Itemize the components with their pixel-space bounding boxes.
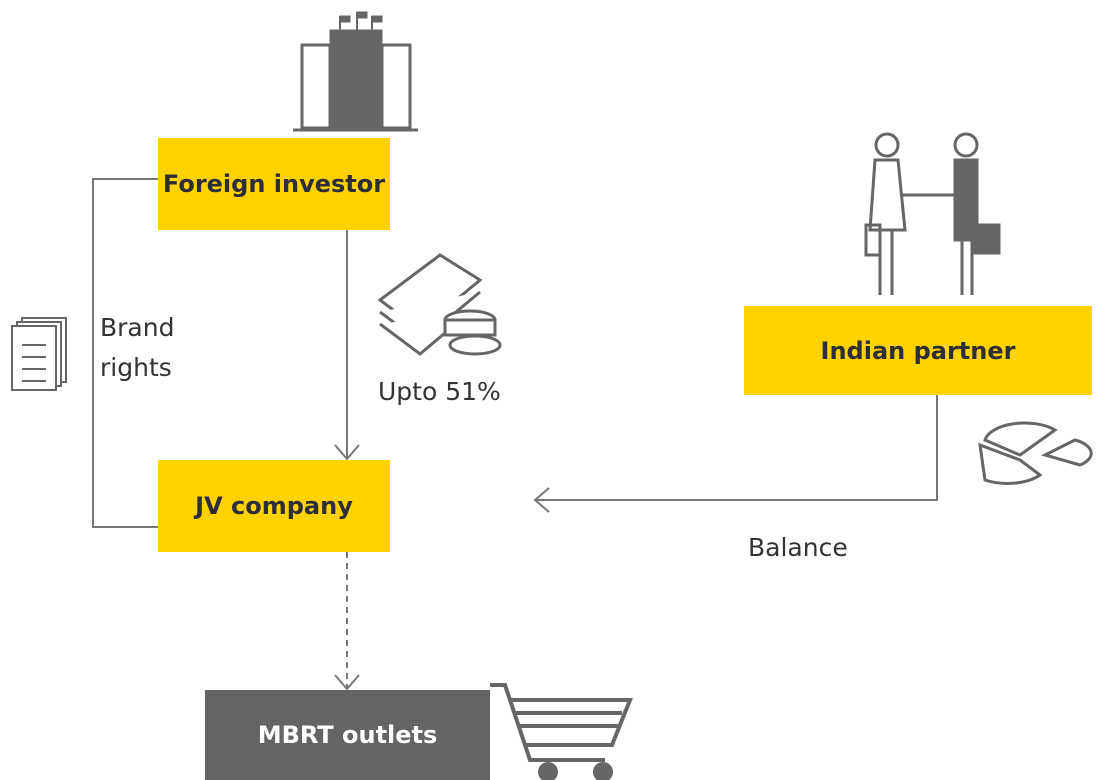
arrowhead <box>334 674 360 691</box>
money-icon <box>377 253 502 356</box>
edge-label: Balance <box>748 533 848 562</box>
balance-line <box>535 395 938 501</box>
document-icon <box>11 317 67 391</box>
node: Indian partner <box>744 306 1092 395</box>
edge-label: Upto 51% <box>378 377 501 406</box>
node: JV company <box>158 460 390 552</box>
brand-rights-line <box>92 178 158 528</box>
building-icon <box>293 11 418 132</box>
node: Foreign investor <box>158 138 390 230</box>
pie-icon <box>978 421 1093 485</box>
edge-label: Brand rights <box>100 313 175 382</box>
arrowhead <box>533 487 550 513</box>
node: MBRT outlets <box>205 690 490 780</box>
cart-icon <box>490 683 633 780</box>
handshake-icon <box>864 132 1001 295</box>
arrowhead <box>334 444 360 461</box>
